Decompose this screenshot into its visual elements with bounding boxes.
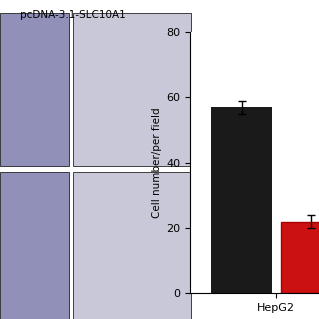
Y-axis label: Cell number/per field: Cell number/per field — [152, 108, 162, 218]
Bar — [211, 107, 272, 293]
Bar — [280, 221, 319, 293]
Bar — [73, 172, 191, 319]
Bar — [73, 13, 191, 166]
Bar — [0, 13, 69, 166]
Text: pcDNA-3.1-SLC10A1: pcDNA-3.1-SLC10A1 — [20, 10, 126, 19]
Bar — [0, 172, 69, 319]
